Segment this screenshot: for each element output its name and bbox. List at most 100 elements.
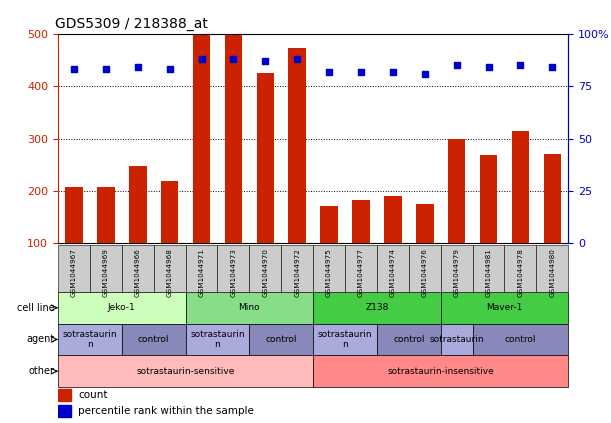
Text: Maver-1: Maver-1 <box>486 303 522 312</box>
Text: GDS5309 / 218388_at: GDS5309 / 218388_at <box>56 17 208 31</box>
FancyBboxPatch shape <box>58 324 122 355</box>
Bar <box>544 154 561 243</box>
FancyBboxPatch shape <box>505 245 536 292</box>
Bar <box>129 166 147 243</box>
FancyBboxPatch shape <box>122 245 154 292</box>
Point <box>229 55 238 62</box>
FancyBboxPatch shape <box>249 245 281 292</box>
Point <box>356 68 366 75</box>
Text: control: control <box>505 335 536 344</box>
FancyBboxPatch shape <box>313 355 568 387</box>
Bar <box>416 204 434 243</box>
Text: GSM1044970: GSM1044970 <box>262 248 268 297</box>
Text: cell line: cell line <box>17 303 55 313</box>
FancyBboxPatch shape <box>58 355 313 387</box>
Text: GSM1044978: GSM1044978 <box>518 248 524 297</box>
Point <box>69 66 79 73</box>
Text: sotrastaurin-sensitive: sotrastaurin-sensitive <box>136 367 235 376</box>
FancyBboxPatch shape <box>218 245 249 292</box>
Text: GSM1044974: GSM1044974 <box>390 248 396 297</box>
Bar <box>65 187 82 243</box>
Text: GSM1044969: GSM1044969 <box>103 248 109 297</box>
Text: GSM1044981: GSM1044981 <box>486 248 491 297</box>
FancyBboxPatch shape <box>186 324 249 355</box>
Text: GSM1044971: GSM1044971 <box>199 248 205 297</box>
Text: GSM1044976: GSM1044976 <box>422 248 428 297</box>
Bar <box>480 155 497 243</box>
FancyBboxPatch shape <box>186 245 218 292</box>
Bar <box>58 388 71 401</box>
Text: control: control <box>266 335 297 344</box>
FancyBboxPatch shape <box>313 292 441 324</box>
FancyBboxPatch shape <box>58 245 90 292</box>
FancyBboxPatch shape <box>249 324 313 355</box>
Text: GSM1044979: GSM1044979 <box>453 248 459 297</box>
FancyBboxPatch shape <box>58 292 186 324</box>
Point <box>484 64 494 71</box>
Bar <box>192 35 210 243</box>
Text: Z138: Z138 <box>365 303 389 312</box>
Bar <box>320 206 338 243</box>
FancyBboxPatch shape <box>186 292 313 324</box>
Point <box>101 66 111 73</box>
Point <box>197 55 207 62</box>
FancyBboxPatch shape <box>377 324 441 355</box>
Text: agent: agent <box>27 335 55 344</box>
FancyBboxPatch shape <box>472 324 568 355</box>
Point <box>547 64 557 71</box>
Text: Mino: Mino <box>238 303 260 312</box>
Text: count: count <box>78 390 108 400</box>
Text: sotrastaurin
n: sotrastaurin n <box>62 330 117 349</box>
FancyBboxPatch shape <box>281 245 313 292</box>
Point <box>452 62 461 69</box>
Text: Jeko-1: Jeko-1 <box>108 303 136 312</box>
FancyBboxPatch shape <box>377 245 409 292</box>
Text: GSM1044977: GSM1044977 <box>358 248 364 297</box>
FancyBboxPatch shape <box>313 245 345 292</box>
FancyBboxPatch shape <box>90 245 122 292</box>
FancyBboxPatch shape <box>409 245 441 292</box>
FancyBboxPatch shape <box>154 245 186 292</box>
FancyBboxPatch shape <box>441 292 568 324</box>
Text: sotrastaurin: sotrastaurin <box>430 335 484 344</box>
Point <box>292 55 302 62</box>
Point <box>165 66 175 73</box>
Point <box>420 70 430 77</box>
Bar <box>225 35 242 243</box>
Text: GSM1044975: GSM1044975 <box>326 248 332 297</box>
FancyBboxPatch shape <box>345 245 377 292</box>
Bar <box>288 49 306 243</box>
Bar <box>97 187 115 243</box>
Bar <box>352 201 370 243</box>
FancyBboxPatch shape <box>536 245 568 292</box>
Text: other: other <box>29 366 55 376</box>
Point <box>388 68 398 75</box>
FancyBboxPatch shape <box>441 245 472 292</box>
FancyBboxPatch shape <box>313 324 377 355</box>
Bar <box>511 131 529 243</box>
FancyBboxPatch shape <box>472 245 505 292</box>
Text: GSM1044967: GSM1044967 <box>71 248 77 297</box>
Point <box>324 68 334 75</box>
Text: GSM1044972: GSM1044972 <box>294 248 300 297</box>
Text: GSM1044966: GSM1044966 <box>135 248 141 297</box>
Text: sotrastaurin-insensitive: sotrastaurin-insensitive <box>387 367 494 376</box>
Bar <box>161 181 178 243</box>
Bar <box>257 73 274 243</box>
FancyBboxPatch shape <box>122 324 186 355</box>
Bar <box>384 196 401 243</box>
Point <box>516 62 525 69</box>
FancyBboxPatch shape <box>441 324 472 355</box>
Text: GSM1044973: GSM1044973 <box>230 248 236 297</box>
Point <box>133 64 142 71</box>
Text: GSM1044968: GSM1044968 <box>167 248 173 297</box>
Text: control: control <box>138 335 169 344</box>
Point <box>260 58 270 64</box>
Text: sotrastaurin
n: sotrastaurin n <box>190 330 245 349</box>
Text: percentile rank within the sample: percentile rank within the sample <box>78 406 254 416</box>
Text: sotrastaurin
n: sotrastaurin n <box>318 330 372 349</box>
Text: GSM1044980: GSM1044980 <box>549 248 555 297</box>
Bar <box>448 139 466 243</box>
Text: control: control <box>393 335 425 344</box>
Bar <box>58 405 71 417</box>
